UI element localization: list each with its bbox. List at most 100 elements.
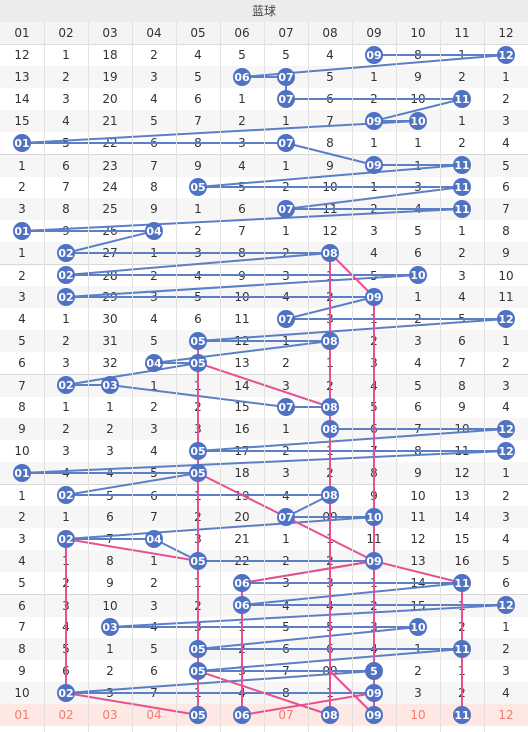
table-cell: 5	[194, 70, 202, 84]
table-cell: 1	[150, 554, 158, 568]
table-cell: 1	[370, 576, 378, 590]
table-cell: 9	[370, 489, 378, 503]
table-cell: 3	[62, 599, 70, 613]
table-cell: 1	[282, 334, 290, 348]
table-cell: 22	[234, 554, 250, 568]
table-cell: 7	[370, 444, 378, 458]
table-cell	[88, 375, 132, 397]
table-cell: 4	[106, 466, 114, 480]
table-cell: 4	[370, 246, 378, 260]
table-cell: 2	[194, 400, 202, 414]
table-cell: 2	[62, 334, 70, 348]
table-cell: 7	[458, 356, 466, 370]
table-cell: 6	[370, 422, 378, 436]
table-cell	[308, 330, 352, 352]
table-cell	[176, 660, 220, 682]
table-cell: 2	[370, 599, 378, 613]
table-cell: 1	[414, 642, 422, 656]
table-cell: 9	[62, 224, 70, 238]
table-cell: 10	[498, 269, 514, 283]
table-cell: 6	[150, 664, 158, 678]
table-cell: 3	[194, 620, 202, 634]
table-cell	[176, 638, 220, 660]
table-cell: 2	[150, 576, 158, 590]
table-cell	[132, 528, 176, 550]
table-cell: 13	[14, 70, 30, 84]
table-cell: 4	[282, 599, 290, 613]
table-cell: 5	[150, 334, 158, 348]
table-cell: 7	[194, 114, 202, 128]
table-cell	[484, 308, 528, 330]
table-cell	[396, 616, 440, 638]
table-cell: 6	[414, 246, 422, 260]
table-cell: 5	[370, 400, 378, 414]
table-cell: 14	[410, 576, 426, 590]
table-cell	[88, 616, 132, 638]
table-cell: 2	[370, 92, 378, 106]
table-cell: 2	[150, 269, 158, 283]
table-cell: 4	[502, 686, 510, 700]
table-cell: 11	[410, 510, 426, 524]
table-cell: 30	[102, 312, 118, 326]
table-cell: 09	[322, 664, 338, 678]
table-cell: 2	[238, 114, 246, 128]
table-cell: 2	[502, 489, 510, 503]
table-cell: 2	[194, 599, 202, 613]
table-cell: 1	[458, 599, 466, 613]
grid-line	[264, 22, 265, 732]
table-cell: 6	[18, 356, 26, 370]
table-cell: 1	[194, 576, 202, 590]
column-header-04: 04	[146, 26, 162, 40]
table-cell: 2	[194, 510, 202, 524]
table-cell: 11	[322, 202, 338, 216]
table-cell	[352, 506, 396, 528]
table-cell: 1	[414, 159, 422, 173]
table-cell: 3	[18, 532, 26, 546]
table-cell: 3	[326, 576, 334, 590]
table-cell: 4	[194, 269, 202, 283]
table-cell: 5	[150, 642, 158, 656]
table-cell: 5	[326, 620, 334, 634]
column-header-10: 10	[410, 26, 426, 40]
table-cell: 8	[370, 466, 378, 480]
table-cell: 5	[238, 48, 246, 62]
footer-cell: 10	[410, 708, 426, 722]
table-cell: 2	[370, 334, 378, 348]
table-cell	[264, 308, 308, 330]
table-cell: 12	[410, 532, 426, 546]
table-cell	[484, 418, 528, 440]
table-cell: 3	[18, 202, 26, 216]
table-cell: 3	[414, 334, 422, 348]
table-cell: 09	[322, 510, 338, 524]
table-cell: 9	[194, 159, 202, 173]
table-cell	[264, 198, 308, 220]
grid-line	[220, 22, 221, 732]
table-cell	[308, 396, 352, 418]
footer-cell	[220, 704, 264, 726]
table-cell: 8	[238, 246, 246, 260]
column-header-02: 02	[58, 26, 74, 40]
table-cell: 6	[194, 92, 202, 106]
table-cell: 4	[458, 290, 466, 304]
table-cell	[176, 550, 220, 572]
table-cell: 19	[102, 70, 118, 84]
table-cell	[484, 595, 528, 617]
table-cell: 8	[18, 400, 26, 414]
table-cell: 15	[454, 532, 470, 546]
table-cell: 26	[102, 224, 118, 238]
table-cell: 5	[106, 489, 114, 503]
table-cell: 2	[502, 642, 510, 656]
table-cell: 6	[150, 136, 158, 150]
table-cell: 4	[238, 686, 246, 700]
table-cell: 8	[62, 202, 70, 216]
table-cell: 1	[502, 466, 510, 480]
table-cell: 9	[326, 159, 334, 173]
table-cell: 1	[502, 70, 510, 84]
table-cell	[440, 572, 484, 594]
table-cell: 3	[370, 356, 378, 370]
table-cell: 6	[282, 642, 290, 656]
table-cell: 4	[150, 92, 158, 106]
column-header-01: 01	[14, 26, 30, 40]
table-cell: 3	[414, 180, 422, 194]
